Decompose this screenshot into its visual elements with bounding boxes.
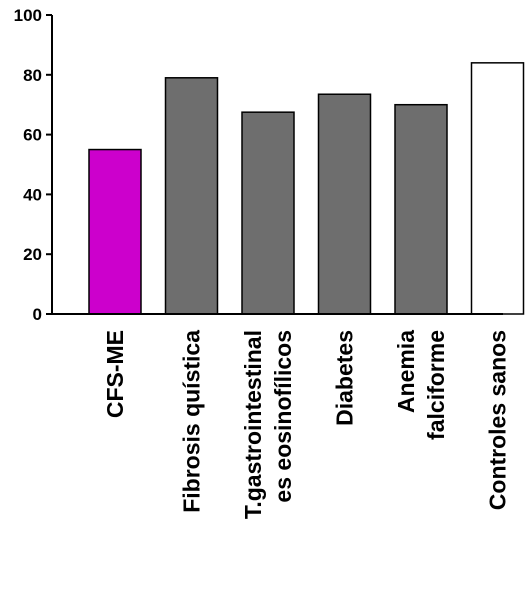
y-tick-label: 20: [23, 245, 42, 264]
category-label: Anemia: [393, 330, 419, 413]
category-label: CFS-ME: [102, 330, 128, 418]
bar: [164, 77, 219, 315]
y-tick-label: 40: [23, 185, 42, 204]
category-label: Fibrosis quística: [179, 330, 205, 513]
category-label: es eosinofílicos: [270, 330, 296, 503]
y-tick-label: 100: [14, 6, 42, 25]
category-label: Controles sanos: [485, 330, 511, 510]
y-tick-label: 80: [23, 66, 42, 85]
bar: [241, 111, 295, 315]
bar: [394, 103, 448, 315]
category-label: falciforme: [423, 330, 449, 440]
bar: [317, 93, 372, 315]
bar: [470, 62, 525, 315]
category-labels: CFS-ME Fibrosis quística T.gastrointestina…: [102, 330, 511, 519]
bar: [88, 148, 142, 315]
y-axis: 0 20 40 60 80 100: [14, 6, 53, 324]
y-tick-label: 0: [33, 305, 42, 324]
bars: [88, 62, 525, 315]
y-tick-label: 60: [23, 126, 42, 145]
category-label: Diabetes: [332, 330, 358, 426]
category-label: T.gastrointestinal: [240, 330, 266, 519]
